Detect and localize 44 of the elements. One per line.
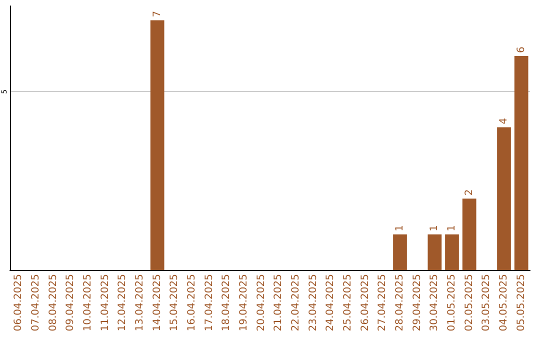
x-tick-label: 30.04.2025 bbox=[429, 274, 440, 332]
x-tick-label: 28.04.2025 bbox=[394, 274, 406, 332]
x-tick-label: 27.04.2025 bbox=[377, 274, 388, 332]
data-label: 7 bbox=[152, 10, 163, 18]
x-tick-label: 15.04.2025 bbox=[169, 274, 180, 332]
x-tick-label: 21.04.2025 bbox=[273, 274, 284, 332]
x-tick-label: 10.04.2025 bbox=[82, 274, 94, 332]
x-tick-label: 20.04.2025 bbox=[256, 274, 267, 332]
data-label: 2 bbox=[464, 189, 475, 196]
x-tick-label: 09.04.2025 bbox=[65, 274, 76, 332]
bar bbox=[150, 20, 164, 270]
x-tick-label: 14.04.2025 bbox=[152, 274, 163, 332]
x-tick-label: 22.04.2025 bbox=[290, 274, 302, 332]
x-tick-label: 23.04.2025 bbox=[308, 274, 319, 332]
x-tick-label: 02.05.2025 bbox=[464, 274, 475, 332]
x-tick-label: 05.05.2025 bbox=[516, 274, 527, 332]
x-tick-label: 25.04.2025 bbox=[342, 274, 354, 332]
bar bbox=[497, 127, 511, 270]
bar bbox=[514, 56, 528, 270]
x-tick-label: 16.04.2025 bbox=[186, 274, 198, 332]
bar bbox=[428, 234, 442, 270]
bar bbox=[445, 234, 459, 270]
x-tick-label: 18.04.2025 bbox=[221, 274, 232, 332]
x-tick-label: 07.04.2025 bbox=[30, 274, 42, 332]
x-tick-label: 03.05.2025 bbox=[481, 274, 492, 332]
data-label: 6 bbox=[516, 46, 527, 53]
x-tick-label: 12.04.2025 bbox=[117, 274, 128, 332]
x-tick-label: 17.04.2025 bbox=[204, 274, 215, 332]
data-label: 1 bbox=[446, 224, 458, 232]
x-tick-label: 11.04.2025 bbox=[100, 274, 111, 332]
x-tick-label: 01.05.2025 bbox=[446, 274, 458, 332]
bar bbox=[462, 198, 476, 270]
x-tick-label: 29.04.2025 bbox=[412, 274, 423, 332]
data-label: 1 bbox=[394, 224, 406, 232]
x-tick-label: 13.04.2025 bbox=[134, 274, 146, 332]
x-tick-label: 24.04.2025 bbox=[325, 274, 336, 332]
bar bbox=[393, 234, 407, 270]
data-label: 1 bbox=[429, 224, 440, 232]
x-tick-label: 04.05.2025 bbox=[498, 274, 510, 332]
x-tick-label: 06.04.2025 bbox=[13, 274, 24, 332]
x-tick-label: 26.04.2025 bbox=[360, 274, 371, 332]
x-tick-label: 08.04.2025 bbox=[48, 274, 59, 332]
x-tick-label: 19.04.2025 bbox=[238, 274, 250, 332]
data-label: 4 bbox=[498, 118, 510, 124]
